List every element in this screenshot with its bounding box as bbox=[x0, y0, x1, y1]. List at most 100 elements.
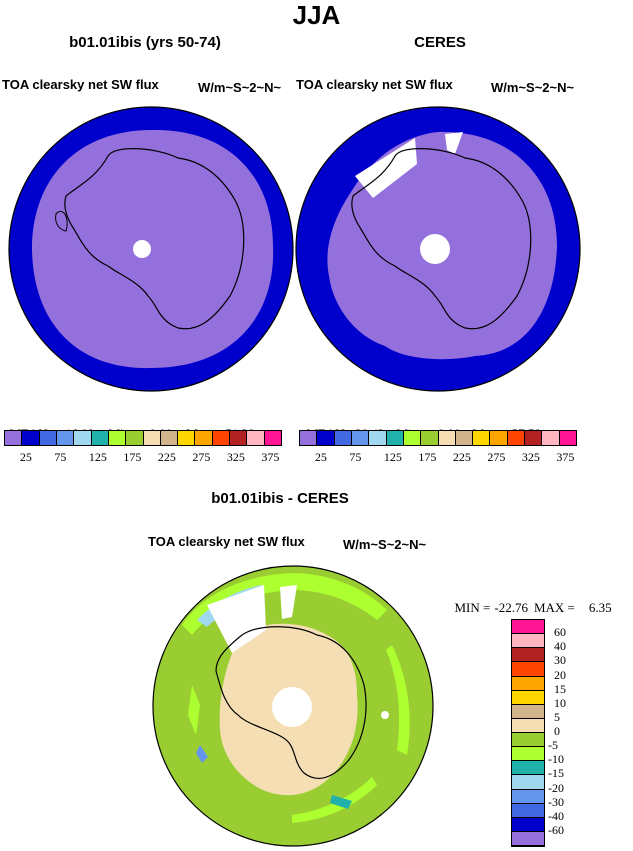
colorbar-tick-label: 15 bbox=[554, 681, 566, 696]
model-variable-label: TOA clearsky net SW flux bbox=[2, 77, 159, 92]
colorbar-tick-label: -15 bbox=[548, 766, 564, 781]
obs-colorbar bbox=[299, 430, 577, 446]
colorbar-tick-label: 25 bbox=[19, 450, 32, 464]
colorbar-tick-label: -20 bbox=[548, 780, 564, 795]
model-colorbar-ticks: 25 75 125 175 225 275 325 375 bbox=[4, 450, 280, 464]
obs-colorbar-ticks: 25 75 125 175 225 275 325 375 bbox=[299, 450, 575, 464]
colorbar-swatch bbox=[455, 431, 474, 445]
colorbar-swatch bbox=[512, 733, 544, 748]
colorbar-swatch bbox=[143, 431, 161, 445]
colorbar-tick-label: -10 bbox=[548, 752, 564, 767]
colorbar-swatch bbox=[512, 704, 544, 719]
colorbar-swatch bbox=[230, 431, 248, 445]
colorbar-tick-label: 125 bbox=[88, 450, 107, 464]
colorbar-tick-label: 325 bbox=[226, 450, 245, 464]
colorbar-tick-label: 0 bbox=[554, 724, 560, 738]
colorbar-swatch bbox=[421, 431, 439, 445]
colorbar-tick-label: 30 bbox=[554, 653, 566, 668]
colorbar-swatch bbox=[178, 431, 196, 445]
obs-polar-map bbox=[295, 106, 581, 392]
colorbar-swatch bbox=[351, 431, 370, 445]
obs-units-label: W/m~S~2~N~ bbox=[491, 80, 575, 95]
colorbar-tick-label: 25 bbox=[314, 450, 327, 464]
colorbar-tick-label: 60 bbox=[554, 625, 566, 640]
model-polar-map bbox=[8, 106, 294, 392]
diff-colorbar bbox=[511, 619, 545, 847]
season-title: JJA bbox=[292, 0, 341, 30]
colorbar-swatch bbox=[212, 431, 231, 445]
colorbar-swatch bbox=[56, 431, 75, 445]
colorbar-swatch bbox=[512, 690, 544, 705]
colorbar-swatch bbox=[512, 718, 544, 733]
colorbar-swatch bbox=[39, 431, 57, 445]
colorbar-swatch bbox=[5, 431, 23, 445]
obs-panel-title: CERES bbox=[414, 34, 466, 51]
diff-max-value: 6.35 bbox=[588, 600, 612, 615]
colorbar-swatch bbox=[160, 431, 179, 445]
colorbar-tick-label: 375 bbox=[556, 450, 575, 464]
colorbar-swatch bbox=[91, 431, 109, 445]
colorbar-tick-label: 40 bbox=[554, 639, 566, 654]
colorbar-swatch bbox=[512, 648, 544, 663]
colorbar-tick-label: 10 bbox=[554, 695, 566, 710]
diff-min-label: MIN = bbox=[454, 600, 491, 615]
colorbar-tick-label: 275 bbox=[487, 450, 506, 464]
colorbar-swatch bbox=[473, 431, 491, 445]
colorbar-tick-label: 375 bbox=[261, 450, 280, 464]
diff-min-value: -22.76 bbox=[494, 600, 528, 615]
colorbar-swatch bbox=[438, 431, 456, 445]
colorbar-tick-label: 125 bbox=[383, 450, 402, 464]
colorbar-swatch bbox=[512, 620, 544, 635]
colorbar-tick-label: 325 bbox=[521, 450, 540, 464]
diff-max-label: MAX = bbox=[533, 600, 575, 615]
colorbar-swatch bbox=[559, 431, 576, 445]
colorbar-swatch bbox=[334, 431, 352, 445]
colorbar-swatch bbox=[126, 431, 144, 445]
colorbar-swatch bbox=[512, 817, 544, 832]
colorbar-tick-label: -40 bbox=[548, 808, 564, 823]
colorbar-tick-label: 225 bbox=[157, 450, 176, 464]
diff-variable-label: TOA clearsky net SW flux bbox=[148, 534, 305, 549]
colorbar-swatch bbox=[507, 431, 526, 445]
colorbar-swatch bbox=[525, 431, 543, 445]
colorbar-swatch bbox=[542, 431, 560, 445]
colorbar-tick-label: -60 bbox=[548, 822, 564, 837]
model-units-label: W/m~S~2~N~ bbox=[198, 80, 282, 95]
colorbar-swatch bbox=[264, 431, 281, 445]
colorbar-swatch bbox=[403, 431, 422, 445]
colorbar-tick-label: 175 bbox=[418, 450, 437, 464]
diff-units-label: W/m~S~2~N~ bbox=[343, 537, 427, 552]
diff-stats: MIN = -22.76 MAX = 6.35 bbox=[448, 584, 612, 616]
colorbar-swatch bbox=[369, 431, 387, 445]
colorbar-swatch bbox=[512, 676, 544, 691]
colorbar-swatch bbox=[22, 431, 40, 445]
colorbar-tick-label: 75 bbox=[349, 450, 362, 464]
colorbar-swatch bbox=[512, 634, 544, 649]
colorbar-swatch bbox=[512, 747, 544, 762]
colorbar-tick-label: -5 bbox=[548, 738, 558, 753]
colorbar-swatch bbox=[108, 431, 127, 445]
colorbar-swatch bbox=[490, 431, 508, 445]
colorbar-tick-label: 175 bbox=[123, 450, 142, 464]
colorbar-swatch bbox=[300, 431, 318, 445]
colorbar-tick-label: 75 bbox=[54, 450, 67, 464]
model-panel-title: b01.01ibis (yrs 50-74) bbox=[69, 34, 221, 51]
diff-colorbar-ticks: 60 40 30 20 15 10 5 0 -5 -10 -15 -20 -30 -40 -60 bbox=[548, 619, 588, 845]
colorbar-tick-label: -30 bbox=[548, 794, 564, 809]
colorbar-swatch bbox=[317, 431, 335, 445]
diff-panel-title: b01.01ibis - CERES bbox=[211, 490, 349, 507]
colorbar-tick-label: 275 bbox=[192, 450, 211, 464]
colorbar-swatch bbox=[512, 761, 544, 776]
colorbar-swatch bbox=[512, 831, 544, 846]
diff-polar-map bbox=[152, 565, 434, 847]
colorbar-swatch bbox=[386, 431, 404, 445]
colorbar-swatch bbox=[247, 431, 265, 445]
model-colorbar bbox=[4, 430, 282, 446]
colorbar-swatch bbox=[512, 775, 544, 790]
colorbar-tick-label: 20 bbox=[554, 667, 566, 682]
colorbar-tick-label: 225 bbox=[452, 450, 471, 464]
colorbar-swatch bbox=[195, 431, 213, 445]
colorbar-tick-label: 5 bbox=[554, 709, 560, 724]
colorbar-swatch bbox=[74, 431, 92, 445]
colorbar-swatch bbox=[512, 789, 544, 804]
